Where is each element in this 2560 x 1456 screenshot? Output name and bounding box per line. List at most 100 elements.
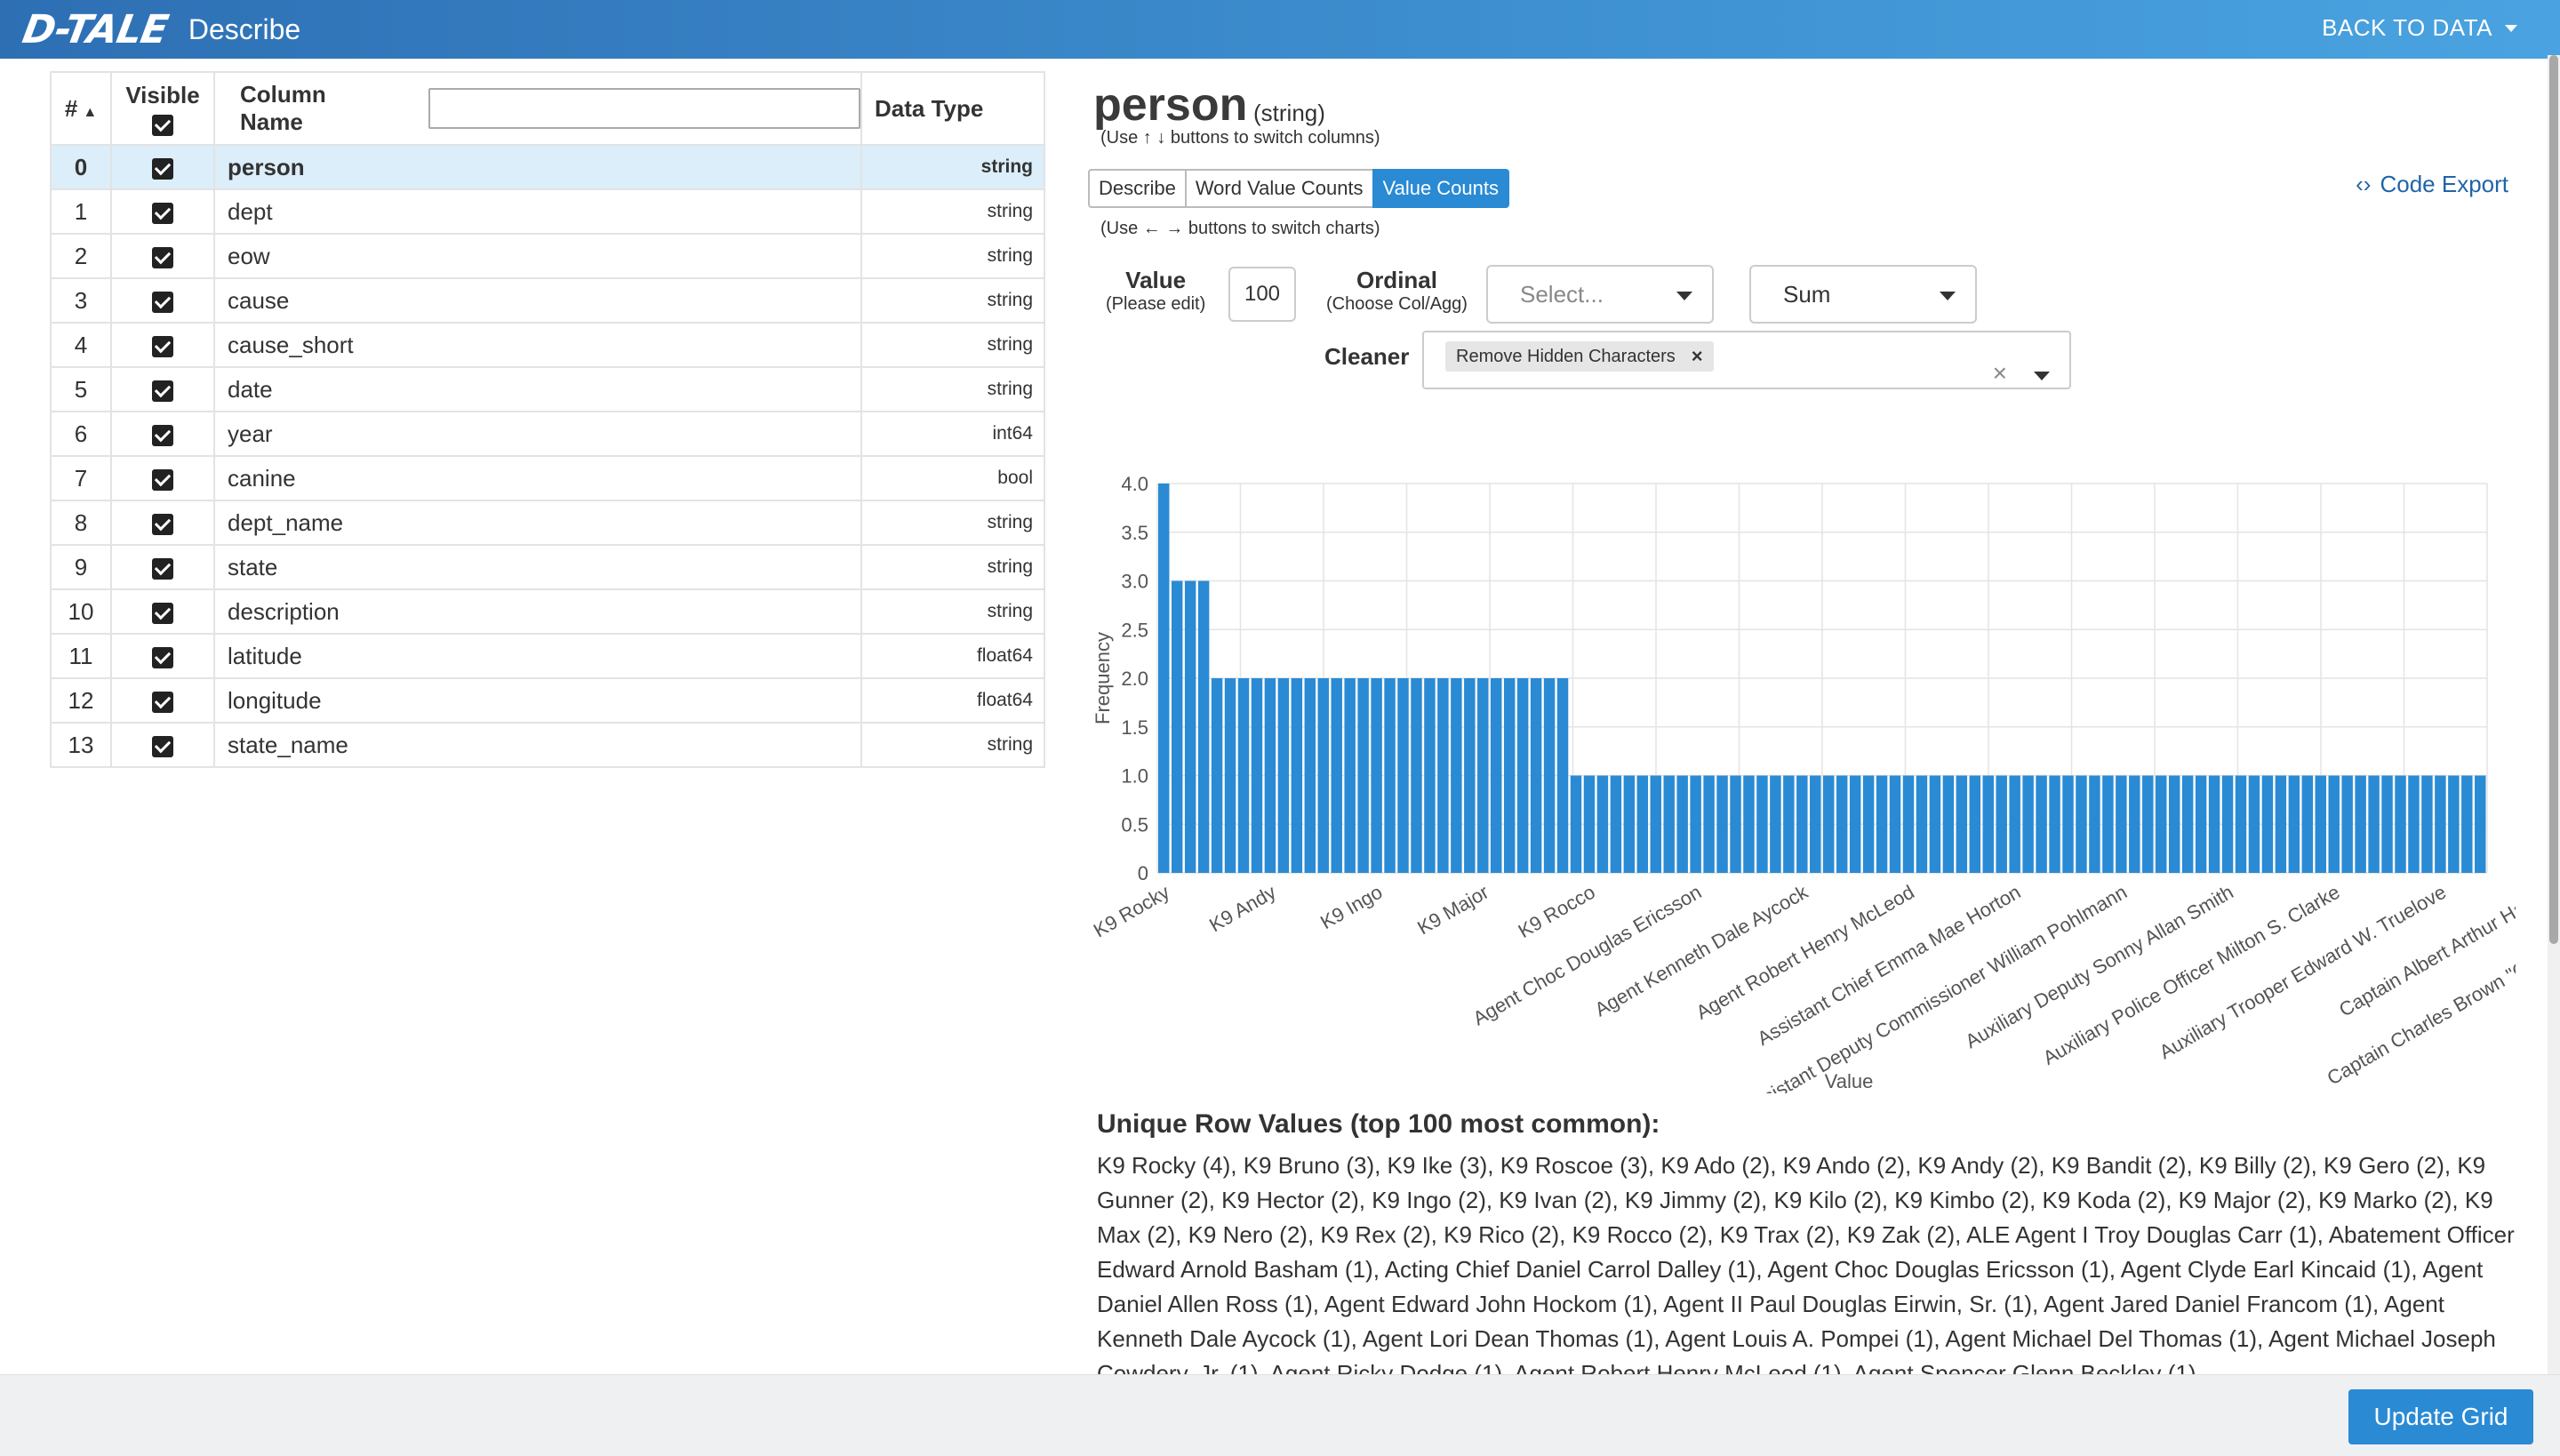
- bar: [1663, 775, 1675, 873]
- row-visible-cell: [110, 544, 215, 590]
- column-filter-input[interactable]: [428, 88, 860, 129]
- bar: [1583, 775, 1596, 873]
- footer-bar: Update Grid: [0, 1374, 2560, 1456]
- bar: [2116, 775, 2127, 873]
- table-row[interactable]: 2 eow string: [50, 233, 1045, 279]
- y-tick-label: 0: [1138, 862, 1148, 884]
- page-scrollbar[interactable]: [2548, 55, 2560, 1374]
- y-axis-label: Frequency: [1092, 632, 1114, 724]
- row-visible-cell: [110, 588, 215, 635]
- update-grid-button[interactable]: Update Grid: [2348, 1389, 2533, 1444]
- table-row[interactable]: 3 cause string: [50, 277, 1045, 324]
- tab-word-value-counts[interactable]: Word Value Counts: [1184, 169, 1374, 208]
- detail-tabs: Describe Word Value Counts Value Counts: [1088, 169, 1509, 208]
- row-visible-checkbox[interactable]: [152, 157, 173, 180]
- data-type-header[interactable]: Data Type: [860, 71, 1045, 146]
- row-visible-checkbox[interactable]: [152, 468, 173, 491]
- row-column-name: eow: [213, 233, 862, 279]
- bar: [1530, 678, 1542, 873]
- table-row[interactable]: 5 date string: [50, 366, 1045, 412]
- table-row[interactable]: 8 dept_name string: [50, 500, 1045, 546]
- back-to-data-button[interactable]: BACK TO DATA: [2322, 14, 2517, 42]
- bar: [1384, 678, 1396, 873]
- row-visible-cell: [110, 411, 215, 457]
- row-data-type: string: [860, 233, 1045, 279]
- bar: [1437, 678, 1449, 873]
- bar: [1184, 580, 1196, 873]
- table-row[interactable]: 4 cause_short string: [50, 322, 1045, 368]
- row-visible-checkbox[interactable]: [152, 513, 173, 535]
- bar: [1556, 678, 1569, 873]
- row-index: 0: [50, 144, 112, 190]
- bar: [1277, 678, 1290, 873]
- ordinal-select[interactable]: Select...: [1486, 265, 1714, 324]
- bar: [1264, 678, 1276, 873]
- value-label-block: Value (Please edit): [1106, 267, 1205, 315]
- row-column-name: date: [213, 366, 862, 412]
- row-visible-checkbox[interactable]: [152, 291, 173, 313]
- row-column-name: cause_short: [213, 322, 862, 368]
- table-row[interactable]: 6 year int64: [50, 411, 1045, 457]
- bar: [1676, 775, 1688, 873]
- ordinal-label-block: Ordinal (Choose Col/Agg): [1326, 267, 1468, 315]
- row-visible-cell: [110, 366, 215, 412]
- y-tick-label: 2.0: [1121, 668, 1148, 690]
- row-visible-checkbox[interactable]: [152, 735, 173, 757]
- clear-icon[interactable]: ×: [1992, 359, 2007, 387]
- y-tick-label: 1.0: [1121, 765, 1148, 788]
- x-tick-label: K9 Rocky: [1090, 881, 1173, 942]
- row-visible-checkbox[interactable]: [152, 335, 173, 357]
- tab-value-counts[interactable]: Value Counts: [1372, 169, 1509, 208]
- remove-chip-icon[interactable]: ×: [1691, 345, 1703, 367]
- row-visible-checkbox[interactable]: [152, 424, 173, 446]
- table-row[interactable]: 0 person string: [50, 144, 1045, 190]
- table-row[interactable]: 10 description string: [50, 588, 1045, 635]
- bar: [1451, 678, 1462, 873]
- row-visible-checkbox[interactable]: [152, 691, 173, 713]
- bar: [2261, 775, 2274, 873]
- code-export-link[interactable]: ‹› Code Export: [2356, 171, 2508, 198]
- table-row[interactable]: 11 latitude float64: [50, 633, 1045, 679]
- bar: [2142, 775, 2154, 873]
- aggregation-select[interactable]: Sum: [1749, 265, 1977, 324]
- bar: [1251, 678, 1263, 873]
- bar: [1543, 678, 1556, 873]
- tab-describe[interactable]: Describe: [1088, 169, 1187, 208]
- row-column-name: person: [213, 144, 862, 190]
- scrollbar-thumb[interactable]: [2549, 55, 2558, 944]
- row-visible-cell: [110, 322, 215, 368]
- value-input[interactable]: 100: [1228, 267, 1296, 322]
- row-visible-checkbox[interactable]: [152, 557, 173, 580]
- bar: [1344, 678, 1356, 873]
- bar: [1823, 775, 1835, 873]
- row-visible-checkbox[interactable]: [152, 380, 173, 402]
- visible-all-checkbox[interactable]: [152, 114, 173, 136]
- bar: [1291, 678, 1303, 873]
- table-row[interactable]: 13 state_name string: [50, 722, 1045, 768]
- bar: [1929, 775, 1941, 873]
- bar: [2036, 775, 2047, 873]
- bar: [1397, 678, 1409, 873]
- bar: [1889, 775, 1901, 873]
- column-name-header: Column Name: [213, 71, 862, 146]
- table-row[interactable]: 12 longitude float64: [50, 677, 1045, 724]
- row-visible-cell: [110, 144, 215, 190]
- row-visible-checkbox[interactable]: [152, 602, 173, 624]
- table-row[interactable]: 1 dept string: [50, 188, 1045, 235]
- num-column-header[interactable]: # ▲: [50, 71, 112, 146]
- visible-column-header: Visible: [110, 71, 215, 146]
- dtale-logo[interactable]: D-TALE: [19, 6, 172, 52]
- bar: [1623, 775, 1636, 873]
- row-visible-checkbox[interactable]: [152, 202, 173, 224]
- bar: [2089, 775, 2100, 873]
- row-visible-checkbox[interactable]: [152, 246, 173, 268]
- bar: [1902, 775, 1915, 873]
- chevron-down-icon: [1676, 292, 1692, 300]
- table-row[interactable]: 9 state string: [50, 544, 1045, 590]
- row-visible-checkbox[interactable]: [152, 646, 173, 668]
- row-index: 3: [50, 277, 112, 324]
- bar: [1810, 775, 1821, 873]
- bar: [1969, 775, 1981, 873]
- table-row[interactable]: 7 canine bool: [50, 455, 1045, 501]
- cleaner-multiselect[interactable]: Remove Hidden Characters × ×: [1422, 331, 2071, 389]
